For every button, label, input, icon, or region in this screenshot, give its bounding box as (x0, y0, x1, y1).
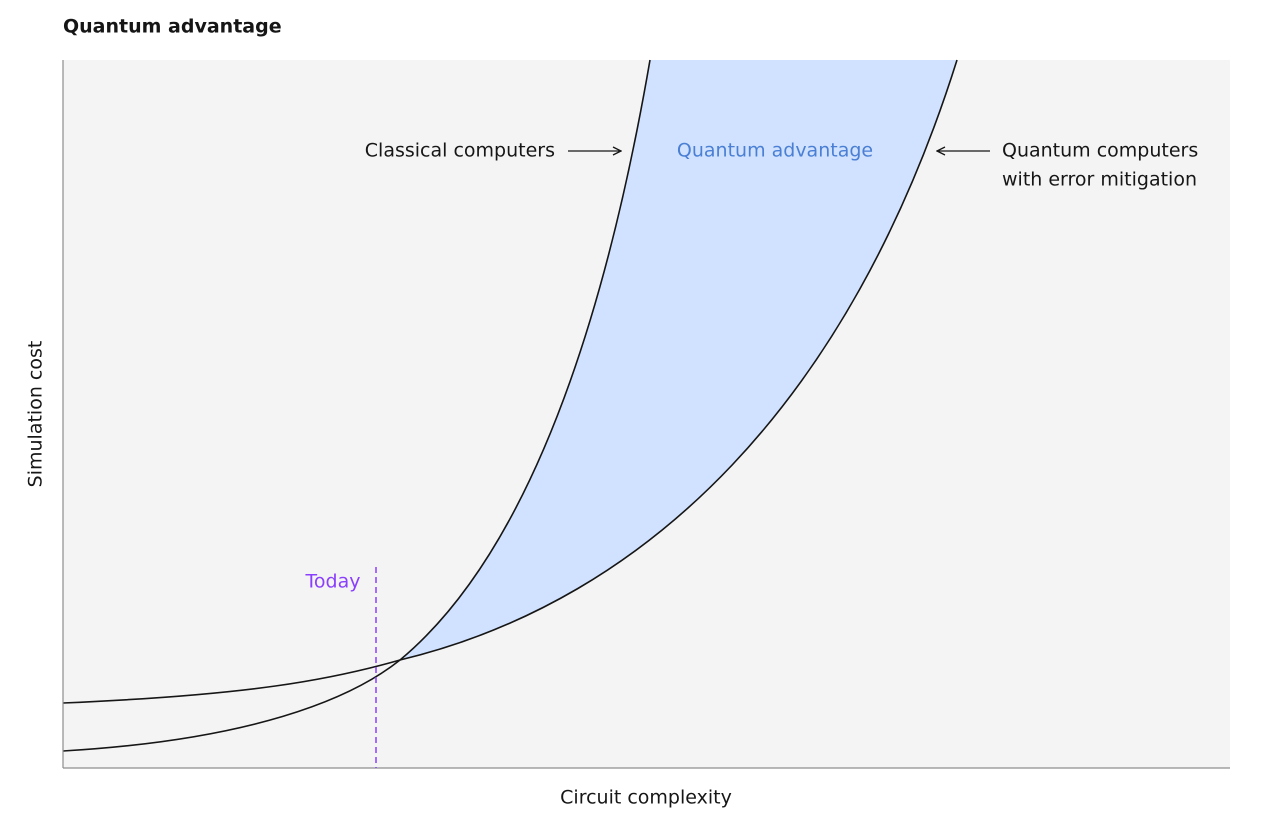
advantage-region (400, 60, 957, 660)
today-label: Today (305, 571, 361, 593)
y-axis-label: Simulation cost (25, 341, 47, 488)
classical-label: Classical computers (365, 140, 555, 162)
quantum-label: with error mitigation (1002, 169, 1197, 191)
classical-curve (62, 59, 651, 752)
quantum-label: Quantum computers (1002, 140, 1198, 162)
advantage-label: Quantum advantage (677, 140, 873, 162)
title: Quantum advantage (63, 16, 282, 38)
x-axis-label: Circuit complexity (560, 787, 732, 809)
quantum-curve (62, 59, 958, 704)
